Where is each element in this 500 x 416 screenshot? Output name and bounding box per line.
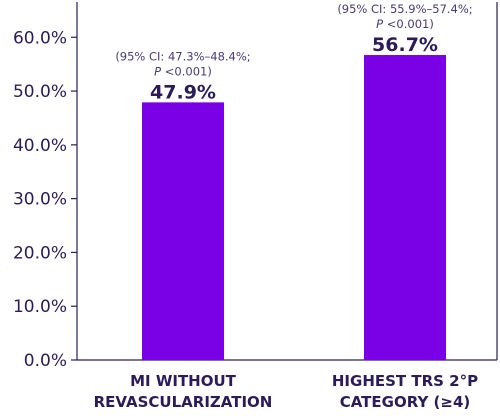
y-tick-label: 20.0% <box>13 243 67 263</box>
p-value-label: P <0.001) <box>376 17 434 31</box>
y-tick-label: 10.0% <box>13 297 67 317</box>
category-label: REVASCULARIZATION <box>94 393 273 411</box>
bar <box>142 102 224 360</box>
p-value-label: P <0.001) <box>154 64 212 78</box>
y-tick-label: 30.0% <box>13 190 67 210</box>
category-labels: MI WITHOUT REVASCULARIZATION HIGHEST TRS 2… <box>94 372 478 411</box>
bars <box>142 55 446 360</box>
ci-label: (95% CI: 55.9%–57.4%; <box>337 2 472 16</box>
category-label: CATEGORY (≥4) <box>340 393 471 411</box>
y-tick-label: 0.0% <box>24 351 67 371</box>
data-label: 47.9% <box>150 81 216 103</box>
category-label: HIGHEST TRS 2°P <box>332 372 478 390</box>
y-tick-label: 60.0% <box>13 28 67 48</box>
ci-label: (95% CI: 47.3%–48.4%; <box>115 49 250 63</box>
data-labels: 47.9%(95% CI: 47.3%–48.4%;P <0.001)56.7%… <box>115 2 472 103</box>
y-tick-label: 40.0% <box>13 136 67 156</box>
category-label: MI WITHOUT <box>130 372 237 390</box>
y-tick-label: 50.0% <box>13 82 67 102</box>
y-axis-ticks: 0.0% 10.0% 20.0% 30.0% 40.0% 50.0% 60.0% <box>13 28 77 371</box>
bar <box>364 55 446 360</box>
data-label: 56.7% <box>372 34 438 56</box>
